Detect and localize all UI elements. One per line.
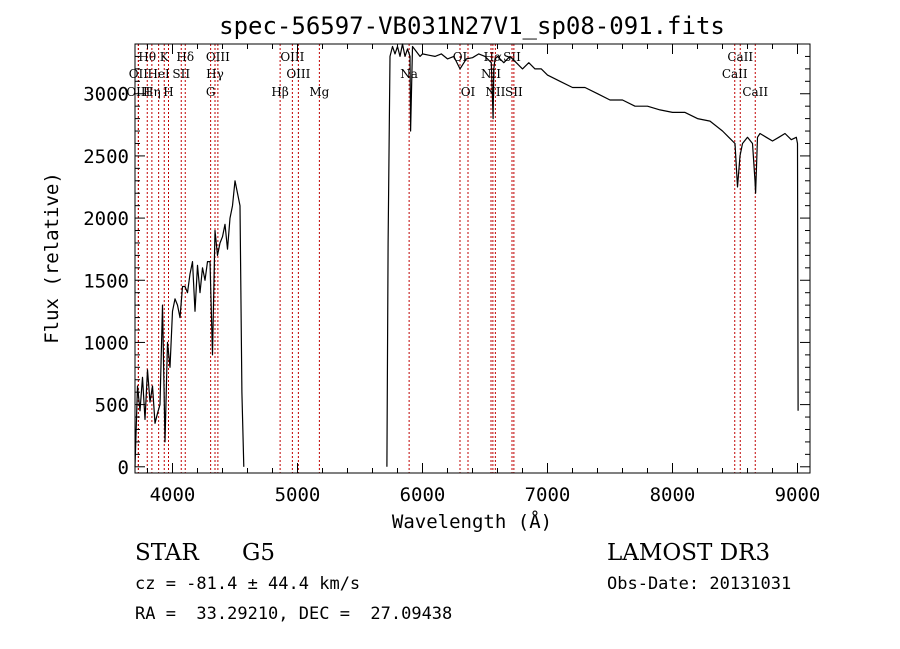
spectral-line-label-2: OIII: [126, 85, 150, 99]
observation-date: Obs-Date: 20131031: [607, 574, 792, 594]
chart-title: spec-56597-VB031N27V1_sp08-091.fits: [219, 12, 725, 40]
spectral-line-label-10: Hγ: [206, 67, 224, 81]
y-axis-label: Flux (relative): [41, 172, 63, 344]
x-tick-label-9000: 9000: [775, 484, 821, 506]
spectral-line-label-14: Hβ: [271, 85, 288, 99]
spectral-line-label-16: Na: [400, 67, 418, 81]
survey-name: LAMOST DR3: [607, 540, 771, 566]
x-axis-label: Wavelength (Å): [392, 510, 552, 533]
spectral-line-label-20: SII: [503, 50, 521, 64]
spectrum-segment-0: [134, 180, 245, 467]
coordinates: RA = 33.29210, DEC = 27.09438: [135, 604, 453, 624]
spectral-line-label-8: Hδ: [176, 50, 194, 64]
y-tick-label-2000: 2000: [83, 208, 129, 230]
spectral-line-label-19: Hα: [484, 50, 503, 64]
spectral-line-label-7: SII: [172, 67, 190, 81]
spectral-line-label-13: OIII: [286, 67, 310, 81]
object-class: STAR: [135, 540, 199, 566]
spectral-line-label-0: Hθ: [138, 50, 156, 64]
spectral-line-label-24: CaII: [727, 50, 753, 64]
spectral-line-label-23: SII: [505, 85, 523, 99]
spectrum-segment-1: [386, 43, 799, 467]
y-tick-label-1500: 1500: [83, 270, 129, 292]
plot-frame: [134, 43, 811, 474]
y-tick-label-1000: 1000: [83, 332, 129, 354]
y-tick-label-2500: 2500: [83, 146, 129, 168]
spectral-line-label-3: K: [160, 50, 170, 64]
spectrum-chart: spec-56597-VB031N27V1_sp08-091.fits Hθ OI…: [41, 12, 820, 533]
spectral-line-label-11: G: [206, 85, 216, 99]
spectral-line-label-18: OI: [461, 85, 476, 99]
spectral-line-label-9: OIII: [206, 50, 230, 64]
spectral-line-label-4: HeI: [147, 67, 170, 81]
spectral-line-label-25: CaII: [722, 67, 748, 81]
y-tick-label-0: 0: [118, 457, 129, 479]
spectral-line-label-5: Hη: [143, 85, 161, 99]
axis-ticks: 4000 5000 6000 7000 8000 9000 0 500 1000 1500 2000…: [83, 44, 820, 506]
y-tick-label-500: 500: [95, 395, 129, 417]
x-tick-label-7000: 7000: [525, 484, 571, 506]
y-tick-label-3000: 3000: [83, 84, 129, 106]
x-tick-label-6000: 6000: [400, 484, 446, 506]
x-tick-label-8000: 8000: [650, 484, 696, 506]
x-tick-label-5000: 5000: [275, 484, 321, 506]
spectral-line-label-22: NII: [485, 85, 505, 99]
spectral-line-label-26: CaII: [742, 85, 768, 99]
spectral-line-label-6: H: [163, 85, 173, 99]
redshift-cz: cz = -81.4 ± 44.4 km/s: [135, 574, 361, 594]
spectral-line-label-15: Mg: [309, 85, 329, 99]
object-subclass: G5: [242, 540, 276, 566]
spectral-line-label-12: OIII: [280, 50, 304, 64]
spectrum-series: [134, 43, 799, 467]
spectral-line-label-17: OI: [453, 50, 468, 64]
x-tick-label-4000: 4000: [150, 484, 196, 506]
